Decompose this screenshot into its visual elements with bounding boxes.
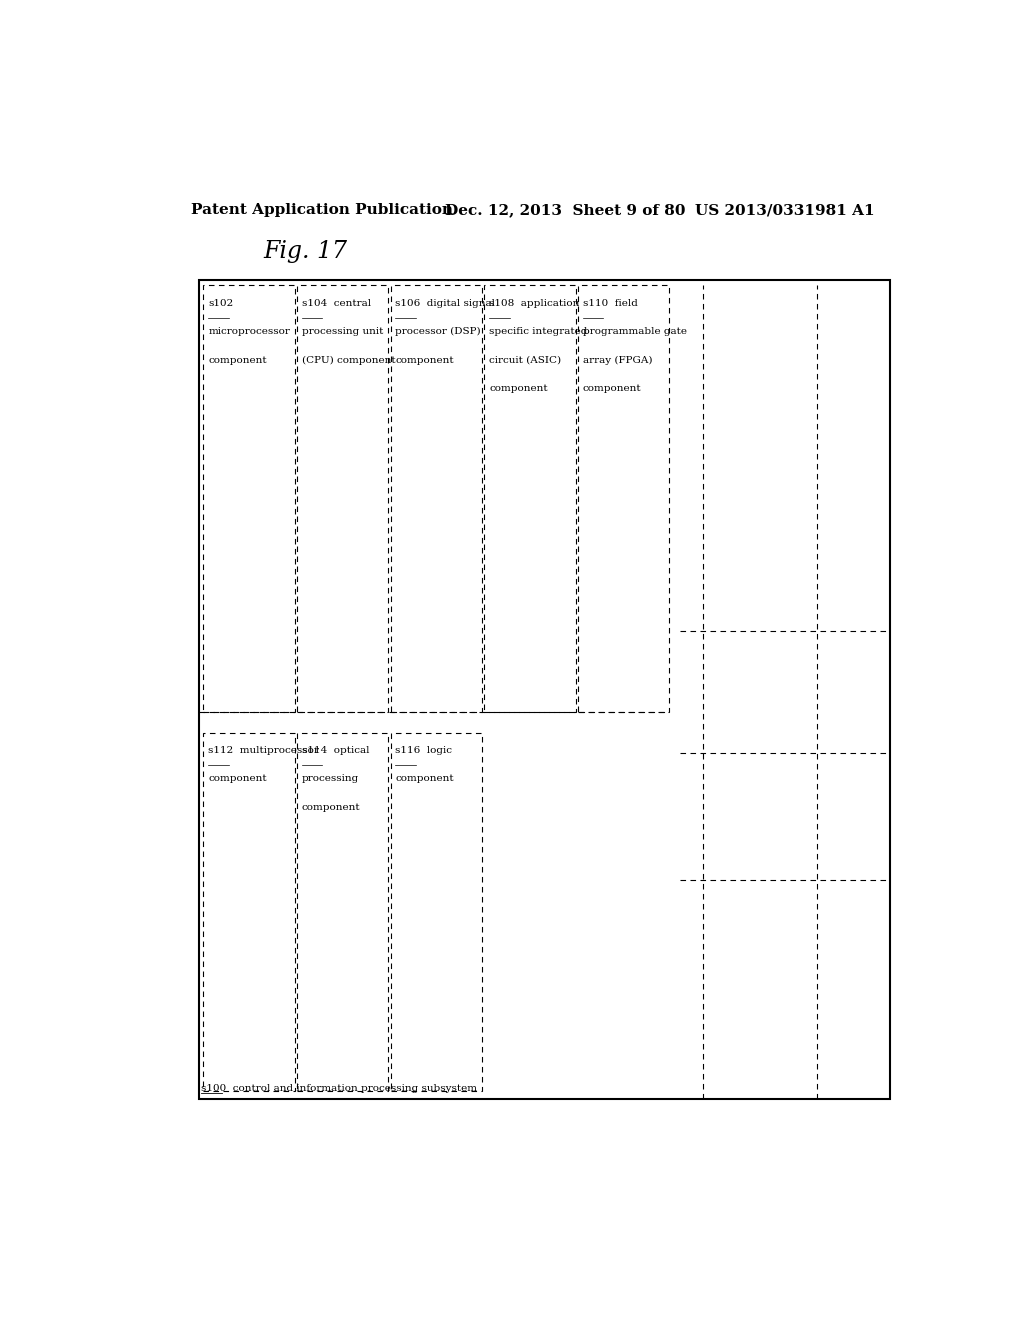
Bar — [297, 733, 388, 1092]
Text: Patent Application Publication: Patent Application Publication — [191, 203, 454, 218]
Text: component: component — [395, 355, 454, 364]
Text: processing: processing — [302, 775, 359, 783]
Bar — [297, 285, 388, 713]
Text: specific integrated: specific integrated — [489, 327, 588, 337]
Bar — [391, 733, 482, 1092]
Text: processor (DSP): processor (DSP) — [395, 327, 481, 337]
Text: component: component — [208, 775, 267, 783]
Text: array (FPGA): array (FPGA) — [583, 355, 652, 364]
Bar — [578, 285, 670, 713]
Bar — [200, 280, 890, 1098]
Text: Dec. 12, 2013  Sheet 9 of 80: Dec. 12, 2013 Sheet 9 of 80 — [445, 203, 686, 218]
Text: component: component — [395, 775, 454, 783]
Text: component: component — [302, 803, 360, 812]
Text: s106  digital signal: s106 digital signal — [395, 298, 496, 308]
Text: processing unit: processing unit — [302, 327, 383, 337]
Text: s100  control and information processing subsystem: s100 control and information processing … — [201, 1085, 477, 1093]
Text: s114  optical: s114 optical — [302, 746, 370, 755]
Text: component: component — [583, 384, 641, 393]
Text: microprocessor: microprocessor — [208, 327, 290, 337]
Text: s110  field: s110 field — [583, 298, 638, 308]
Bar — [204, 285, 295, 713]
Text: US 2013/0331981 A1: US 2013/0331981 A1 — [695, 203, 876, 218]
Text: programmable gate: programmable gate — [583, 327, 687, 337]
Text: s108  application: s108 application — [489, 298, 580, 308]
Bar — [484, 285, 575, 713]
Text: s102: s102 — [208, 298, 233, 308]
Text: (CPU) component: (CPU) component — [302, 355, 395, 364]
Text: s116  logic: s116 logic — [395, 746, 453, 755]
Text: Fig. 17: Fig. 17 — [263, 240, 347, 264]
Bar — [204, 733, 295, 1092]
Text: s112  multiprocessor: s112 multiprocessor — [208, 746, 319, 755]
Text: s104  central: s104 central — [302, 298, 371, 308]
Text: component: component — [489, 384, 548, 393]
Text: circuit (ASIC): circuit (ASIC) — [489, 355, 561, 364]
Text: component: component — [208, 355, 267, 364]
Bar — [391, 285, 482, 713]
